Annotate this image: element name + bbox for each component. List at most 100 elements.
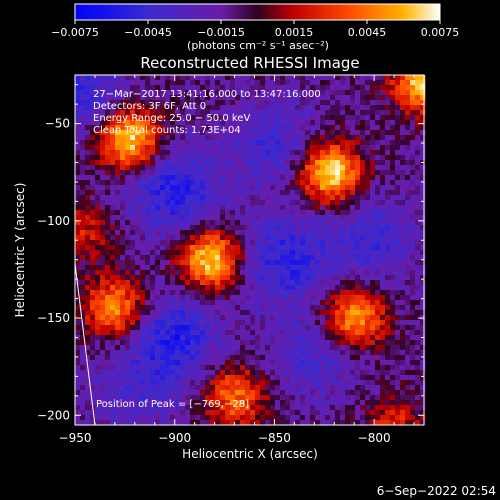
- heatmap-cell: [110, 245, 116, 251]
- heatmap-cell: [195, 230, 201, 236]
- heatmap-cell: [95, 205, 101, 211]
- heatmap-cell: [335, 85, 341, 91]
- heatmap-cell: [245, 150, 251, 156]
- heatmap-cell: [380, 350, 386, 356]
- heatmap-cell: [115, 240, 121, 246]
- heatmap-cell: [290, 115, 296, 121]
- heatmap-cell: [365, 420, 371, 426]
- heatmap-cell: [245, 100, 251, 106]
- heatmap-cell: [370, 370, 376, 376]
- heatmap-cell: [210, 335, 216, 341]
- heatmap-cell: [145, 230, 151, 236]
- heatmap-cell: [225, 330, 231, 336]
- heatmap-cell: [195, 350, 201, 356]
- heatmap-cell: [130, 135, 136, 141]
- heatmap-cell: [255, 140, 261, 146]
- heatmap-cell: [170, 415, 176, 421]
- heatmap-cell: [75, 120, 81, 126]
- heatmap-cell: [270, 130, 276, 136]
- heatmap-cell: [190, 140, 196, 146]
- heatmap-cell: [250, 410, 256, 416]
- heatmap-cell: [265, 270, 271, 276]
- heatmap-cell: [90, 395, 96, 401]
- heatmap-cell: [295, 205, 301, 211]
- heatmap-cell: [225, 130, 231, 136]
- heatmap-cell: [270, 245, 276, 251]
- heatmap-cell: [80, 290, 86, 296]
- heatmap-cell: [220, 380, 226, 386]
- heatmap-cell: [95, 390, 101, 396]
- heatmap-cell: [75, 95, 81, 101]
- heatmap-cell: [165, 260, 171, 266]
- heatmap-cell: [415, 255, 421, 261]
- heatmap-cell: [295, 380, 301, 386]
- heatmap-cell: [380, 295, 386, 301]
- heatmap-cell: [210, 420, 216, 426]
- heatmap-cell: [400, 245, 406, 251]
- heatmap-cell: [105, 215, 111, 221]
- heatmap-cell: [295, 120, 301, 126]
- heatmap-cell: [160, 285, 166, 291]
- heatmap-cell: [110, 385, 116, 391]
- heatmap-cell: [85, 370, 91, 376]
- heatmap-cell: [210, 350, 216, 356]
- heatmap-cell: [100, 290, 106, 296]
- heatmap-cell: [385, 285, 391, 291]
- heatmap-cell: [80, 410, 86, 416]
- heatmap-cell: [225, 205, 231, 211]
- heatmap-cell: [270, 95, 276, 101]
- heatmap-cell: [405, 325, 411, 331]
- heatmap-cell: [140, 190, 146, 196]
- heatmap-cell: [395, 375, 401, 381]
- heatmap-cell: [190, 110, 196, 116]
- heatmap-cell: [85, 175, 91, 181]
- heatmap-cell: [360, 80, 366, 86]
- heatmap-cell: [160, 210, 166, 216]
- heatmap-cell: [390, 275, 396, 281]
- heatmap-cell: [195, 210, 201, 216]
- heatmap-cell: [125, 215, 131, 221]
- heatmap-cell: [170, 375, 176, 381]
- heatmap-cell: [335, 225, 341, 231]
- heatmap-cell: [115, 370, 121, 376]
- heatmap-cell: [395, 145, 401, 151]
- heatmap-cell: [225, 405, 231, 411]
- heatmap-cell: [130, 320, 136, 326]
- colorbar-units: (photons cm⁻² s⁻¹ asec⁻²): [187, 39, 329, 52]
- heatmap-cell: [125, 185, 131, 191]
- heatmap-cell: [80, 405, 86, 411]
- heatmap-cell: [390, 100, 396, 106]
- heatmap-cell: [405, 355, 411, 361]
- heatmap-cell: [360, 335, 366, 341]
- heatmap-cell: [410, 195, 416, 201]
- x-tick-label: −950: [59, 431, 92, 445]
- heatmap-cell: [420, 175, 426, 181]
- heatmap-cell: [350, 140, 356, 146]
- heatmap-cell: [170, 195, 176, 201]
- heatmap-cell: [255, 325, 261, 331]
- heatmap-cell: [380, 220, 386, 226]
- heatmap-cell: [285, 130, 291, 136]
- heatmap-cell: [395, 205, 401, 211]
- heatmap-cell: [320, 310, 326, 316]
- heatmap-cell: [105, 330, 111, 336]
- heatmap-cell: [105, 105, 111, 111]
- heatmap-cell: [370, 340, 376, 346]
- heatmap-cell: [210, 130, 216, 136]
- heatmap-cell: [210, 225, 216, 231]
- heatmap-cell: [395, 105, 401, 111]
- heatmap-cell: [175, 365, 181, 371]
- heatmap-cell: [255, 415, 261, 421]
- heatmap-cell: [345, 150, 351, 156]
- heatmap-cell: [365, 245, 371, 251]
- heatmap-cell: [195, 240, 201, 246]
- heatmap-cell: [220, 345, 226, 351]
- heatmap-cell: [350, 295, 356, 301]
- heatmap-cell: [240, 205, 246, 211]
- heatmap-cell: [140, 185, 146, 191]
- heatmap-cell: [205, 120, 211, 126]
- heatmap-cell: [310, 275, 316, 281]
- heatmap-cell: [310, 175, 316, 181]
- heatmap-cell: [415, 185, 421, 191]
- heatmap-cell: [200, 345, 206, 351]
